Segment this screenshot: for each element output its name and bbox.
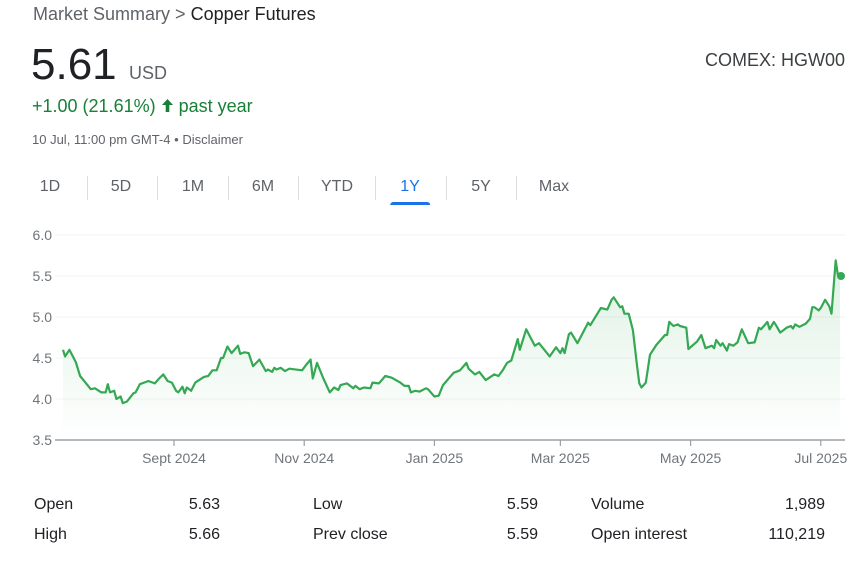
y-tick-label: 4.5: [33, 350, 53, 366]
stat-label-volume: Volume: [591, 496, 645, 513]
stat-value-open-interest: 110,219: [768, 526, 825, 543]
tab-divider: [228, 176, 229, 200]
tab-5y[interactable]: 5Y: [471, 178, 491, 195]
y-tick-label: 4.0: [33, 391, 53, 407]
x-tick-label: Nov 2024: [274, 450, 334, 466]
y-tick-label: 3.5: [33, 432, 53, 448]
price-change: +1.00 (21.61%) past year: [32, 96, 253, 117]
timestamp-line: 10 Jul, 11:00 pm GMT-4 • Disclaimer: [32, 132, 243, 147]
tab-divider: [446, 176, 447, 200]
tab-5d[interactable]: 5D: [110, 178, 132, 195]
stat-value-high: 5.66: [188, 526, 220, 543]
tab-ytd[interactable]: YTD: [321, 178, 353, 195]
stat-label-open-interest: Open interest: [591, 526, 688, 543]
tab-divider: [157, 176, 158, 200]
tab-divider: [516, 176, 517, 200]
stat-value-open: 5.63: [188, 496, 220, 513]
tab-1m[interactable]: 1M: [181, 178, 205, 195]
tab-divider: [298, 176, 299, 200]
stat-label-open: Open: [34, 496, 74, 513]
arrow-up-icon: [161, 99, 173, 112]
breadcrumb-current: Copper Futures: [190, 4, 316, 24]
last-price-dot: [837, 272, 845, 280]
disclaimer-link[interactable]: Disclaimer: [182, 132, 243, 147]
timestamp: 10 Jul, 11:00 pm GMT-4: [32, 132, 171, 147]
stat-label-prev-close: Prev close: [313, 526, 388, 543]
change-value: +1.00 (21.61%): [32, 96, 156, 116]
stat-label-high: High: [34, 526, 67, 543]
y-tick-label: 6.0: [33, 227, 53, 243]
price-area-fill: [63, 260, 840, 440]
tab-max[interactable]: Max: [538, 178, 570, 195]
x-tick-label: Sept 2024: [142, 450, 206, 466]
tab-6m[interactable]: 6M: [251, 178, 275, 195]
tab-1y[interactable]: 1Y: [390, 172, 430, 205]
price-chart[interactable]: 6.0 5.5 5.0 4.5 4.0 3.5 Sept 2024 Nov 2024 Jan …: [0, 220, 864, 475]
price-line: [61, 259, 841, 405]
range-tabs: 1D 5D 1M 6M YTD 1Y 5Y Max: [0, 172, 864, 206]
x-tick-label: Jul 2025: [794, 450, 847, 466]
tab-divider: [375, 176, 376, 200]
x-tick-label: Jan 2025: [406, 450, 464, 466]
separator-dot: •: [174, 132, 179, 147]
breadcrumb: Market Summary > Copper Futures: [33, 4, 316, 25]
exchange-symbol: COMEX: HGW00: [704, 50, 845, 70]
tab-1d[interactable]: 1D: [39, 178, 61, 195]
breadcrumb-separator: >: [175, 4, 186, 24]
stat-value-volume: 1,989: [784, 496, 825, 513]
stat-label-low: Low: [313, 496, 343, 513]
y-tick-label: 5.0: [33, 309, 53, 325]
currency: USD: [129, 63, 168, 83]
x-tick-label: Mar 2025: [531, 450, 590, 466]
stat-value-prev-close: 5.59: [506, 526, 538, 543]
current-price: 5.61: [31, 40, 117, 89]
tab-divider: [87, 176, 88, 200]
y-tick-label: 5.5: [33, 268, 53, 284]
x-tick-label: May 2025: [660, 450, 722, 466]
breadcrumb-parent-link[interactable]: Market Summary: [33, 4, 171, 24]
change-period: past year: [178, 96, 253, 116]
stat-value-low: 5.59: [506, 496, 538, 513]
